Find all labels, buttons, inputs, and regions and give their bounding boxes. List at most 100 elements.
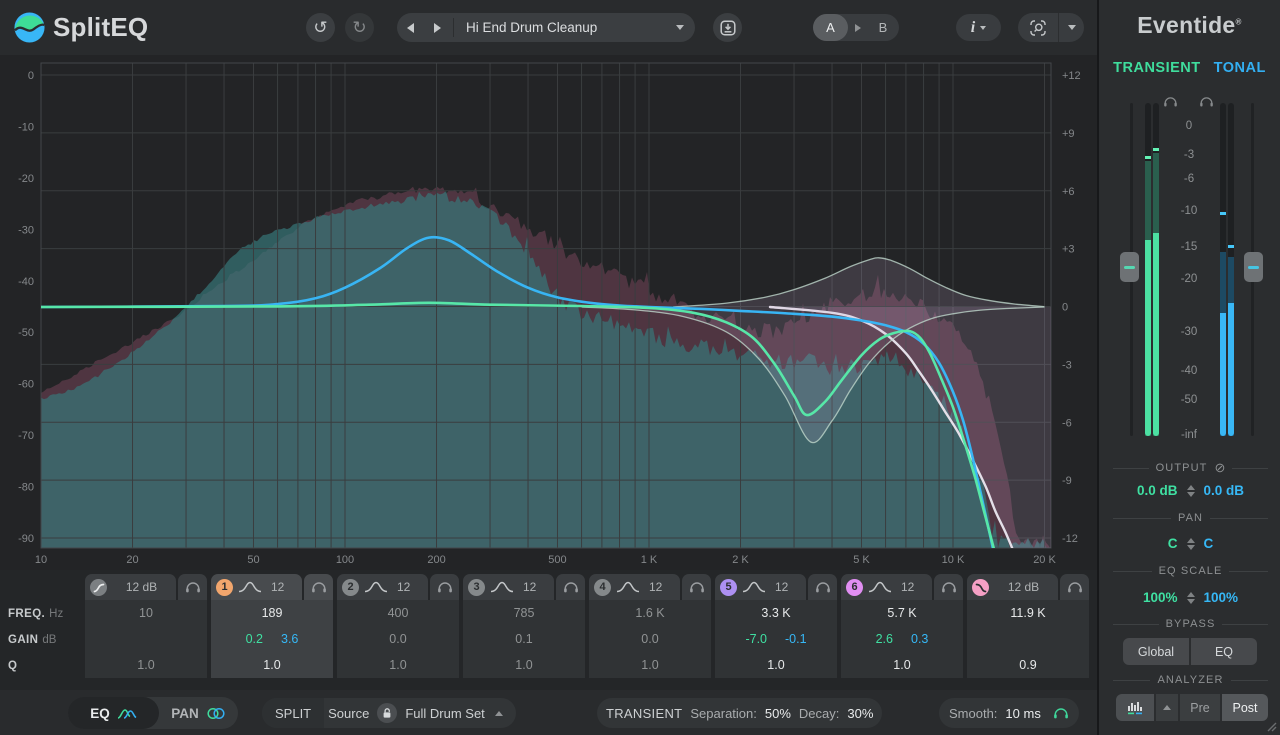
- transient-solo-headphones-icon[interactable]: [1053, 707, 1069, 719]
- band-freq-value[interactable]: 1.6 K: [635, 606, 665, 620]
- band-lowpass-solo-headphones-button[interactable]: [1060, 574, 1089, 600]
- size-dropdown-button[interactable]: [1059, 25, 1084, 30]
- analyzer-pre-button[interactable]: Pre: [1180, 694, 1220, 721]
- eq-curves-canvas[interactable]: 0 -10 -20 -30 -40 -50 -60 -70 -80 -90 +12 +9 +6 +3 0 -3…: [0, 55, 1097, 570]
- transient-meter-headphones-icon[interactable]: [1163, 95, 1178, 110]
- band-highpass-circle[interactable]: [90, 578, 107, 596]
- band-3-solo-headphones-button[interactable]: [556, 574, 585, 600]
- band-1-circle[interactable]: 1: [216, 578, 233, 596]
- band6-transient-bell[interactable]: [673, 257, 1045, 308]
- output-tonal-value[interactable]: 0.0 dB: [1203, 483, 1245, 498]
- smooth-value[interactable]: 10 ms: [1005, 705, 1041, 721]
- band-highpass-solo-headphones-button[interactable]: [178, 574, 207, 600]
- band-slope[interactable]: 12: [271, 580, 285, 594]
- band-q-value[interactable]: 1.0: [137, 658, 155, 672]
- preset-prev-button[interactable]: [397, 13, 424, 42]
- analyzer-collapse-button[interactable]: [1156, 694, 1178, 721]
- band-q-value[interactable]: 0.9: [1019, 658, 1037, 672]
- band-column-3[interactable]: 3 12 785 0.1 1.0: [463, 574, 585, 678]
- window-resize-grip[interactable]: [1265, 720, 1277, 732]
- band-q-value[interactable]: 1.0: [515, 658, 533, 672]
- ab-b-button[interactable]: B: [878, 20, 888, 35]
- band-q-value[interactable]: 1.0: [263, 658, 281, 672]
- source-lock-button[interactable]: [377, 703, 398, 723]
- band-freq-value[interactable]: 5.7 K: [887, 606, 917, 620]
- band5-transient-bell[interactable]: [581, 306, 1045, 444]
- output-transient-value[interactable]: 0.0 dB: [1136, 483, 1178, 498]
- transient-eq-curve[interactable]: [41, 301, 1011, 570]
- bell-filter-icon[interactable]: [616, 581, 640, 593]
- tab-transient[interactable]: TRANSIENT: [1113, 60, 1201, 76]
- band-5-circle[interactable]: 5: [720, 578, 737, 596]
- pan-link-stepper[interactable]: [1186, 537, 1195, 550]
- decay-value[interactable]: 30%: [847, 705, 874, 721]
- band-6-solo-headphones-button[interactable]: [934, 574, 963, 600]
- band-slope[interactable]: 12 dB: [125, 580, 158, 594]
- transient-output-fader[interactable]: [1120, 252, 1139, 282]
- band-5-solo-headphones-button[interactable]: [808, 574, 837, 600]
- preset-name[interactable]: Hi End Drum Cleanup: [466, 20, 598, 35]
- band-column-4[interactable]: 4 12 1.6 K 0.0 1.0: [589, 574, 711, 678]
- eq-scale-link-stepper[interactable]: [1186, 591, 1195, 604]
- tonal-meter-headphones-icon[interactable]: [1199, 95, 1214, 110]
- lowpass-band-curve[interactable]: [768, 305, 1023, 570]
- eq-view-tab[interactable]: EQ: [68, 697, 159, 729]
- bell-filter-icon[interactable]: [364, 581, 388, 593]
- band-slope[interactable]: 12: [775, 580, 789, 594]
- eq-scale-tonal-value[interactable]: 100%: [1203, 590, 1239, 605]
- band-freq-value[interactable]: 189: [261, 606, 283, 620]
- bypass-global-button[interactable]: Global: [1123, 638, 1189, 665]
- band-slope[interactable]: 12: [649, 580, 663, 594]
- eq-scale-transient-value[interactable]: 100%: [1142, 590, 1178, 605]
- band-column-6[interactable]: 6 12 5.7 K 2.6 0.3 1.0: [841, 574, 963, 678]
- band-2-solo-headphones-button[interactable]: [430, 574, 459, 600]
- band-6-circle[interactable]: 6: [846, 578, 863, 596]
- band-1-solo-headphones-button[interactable]: [304, 574, 333, 600]
- band-gain[interactable]: 0.0: [389, 632, 407, 646]
- band-4-circle[interactable]: 4: [594, 578, 611, 596]
- band-tonal-gain[interactable]: 3.6: [281, 632, 299, 646]
- redo-button[interactable]: ↻: [345, 13, 374, 42]
- band-q-value[interactable]: 1.0: [641, 658, 659, 672]
- band-gain-values[interactable]: 0.0: [337, 626, 459, 652]
- band-freq-value[interactable]: 10: [139, 606, 153, 620]
- band-gain-values[interactable]: 0.0: [589, 626, 711, 652]
- band-3-circle[interactable]: 3: [468, 578, 485, 596]
- band-tonal-gain[interactable]: -0.1: [785, 632, 807, 646]
- undo-button[interactable]: ↺: [306, 13, 335, 42]
- bell-filter-icon[interactable]: [868, 581, 892, 593]
- save-preset-button[interactable]: [713, 13, 742, 42]
- eq-graph[interactable]: 0 -10 -20 -30 -40 -50 -60 -70 -80 -90 +12 +9 +6 +3 0 -3…: [0, 55, 1097, 570]
- analyzer-post-button[interactable]: Post: [1222, 694, 1268, 721]
- analyzer-spectrum-toggle[interactable]: [1116, 694, 1154, 721]
- ab-copy-button[interactable]: [848, 23, 867, 32]
- separation-value[interactable]: 50%: [764, 705, 791, 721]
- band-freq-value[interactable]: 11.9 K: [1010, 606, 1046, 620]
- band-4-solo-headphones-button[interactable]: [682, 574, 711, 600]
- band-slope[interactable]: 12: [397, 580, 411, 594]
- band-2-circle[interactable]: 2: [342, 578, 359, 596]
- info-dropdown-button[interactable]: i: [956, 14, 1001, 41]
- band-gain-values[interactable]: [967, 626, 1089, 652]
- band-slope[interactable]: 12: [901, 580, 915, 594]
- band-column-highpass[interactable]: 12 dB 10 1.0: [85, 574, 207, 678]
- band-transient-gain[interactable]: -7.0: [745, 632, 767, 646]
- band-gain-values[interactable]: 0.2 3.6: [211, 626, 333, 652]
- bell-filter-icon[interactable]: [742, 581, 766, 593]
- band-q-value[interactable]: 1.0: [767, 658, 785, 672]
- band-lowpass-circle[interactable]: [972, 578, 989, 596]
- band-slope[interactable]: 12: [523, 580, 537, 594]
- band-freq-value[interactable]: 400: [387, 606, 409, 620]
- band-gain-values[interactable]: -7.0 -0.1: [715, 626, 837, 652]
- source-value[interactable]: Full Drum Set: [405, 705, 485, 721]
- bell-filter-icon[interactable]: [238, 581, 262, 593]
- band-gain[interactable]: 0.0: [641, 632, 659, 646]
- ab-a-button[interactable]: A: [813, 14, 848, 41]
- band-transient-gain[interactable]: 0.2: [245, 632, 263, 646]
- band-slope[interactable]: 12 dB: [1007, 580, 1040, 594]
- band-column-2[interactable]: 2 12 400 0.0 1.0: [337, 574, 459, 678]
- pan-transient-value[interactable]: C: [1167, 536, 1178, 551]
- phase-invert-icon[interactable]: ⊘: [1214, 460, 1226, 475]
- band-q-value[interactable]: 1.0: [389, 658, 407, 672]
- band-gain[interactable]: 0.1: [515, 632, 533, 646]
